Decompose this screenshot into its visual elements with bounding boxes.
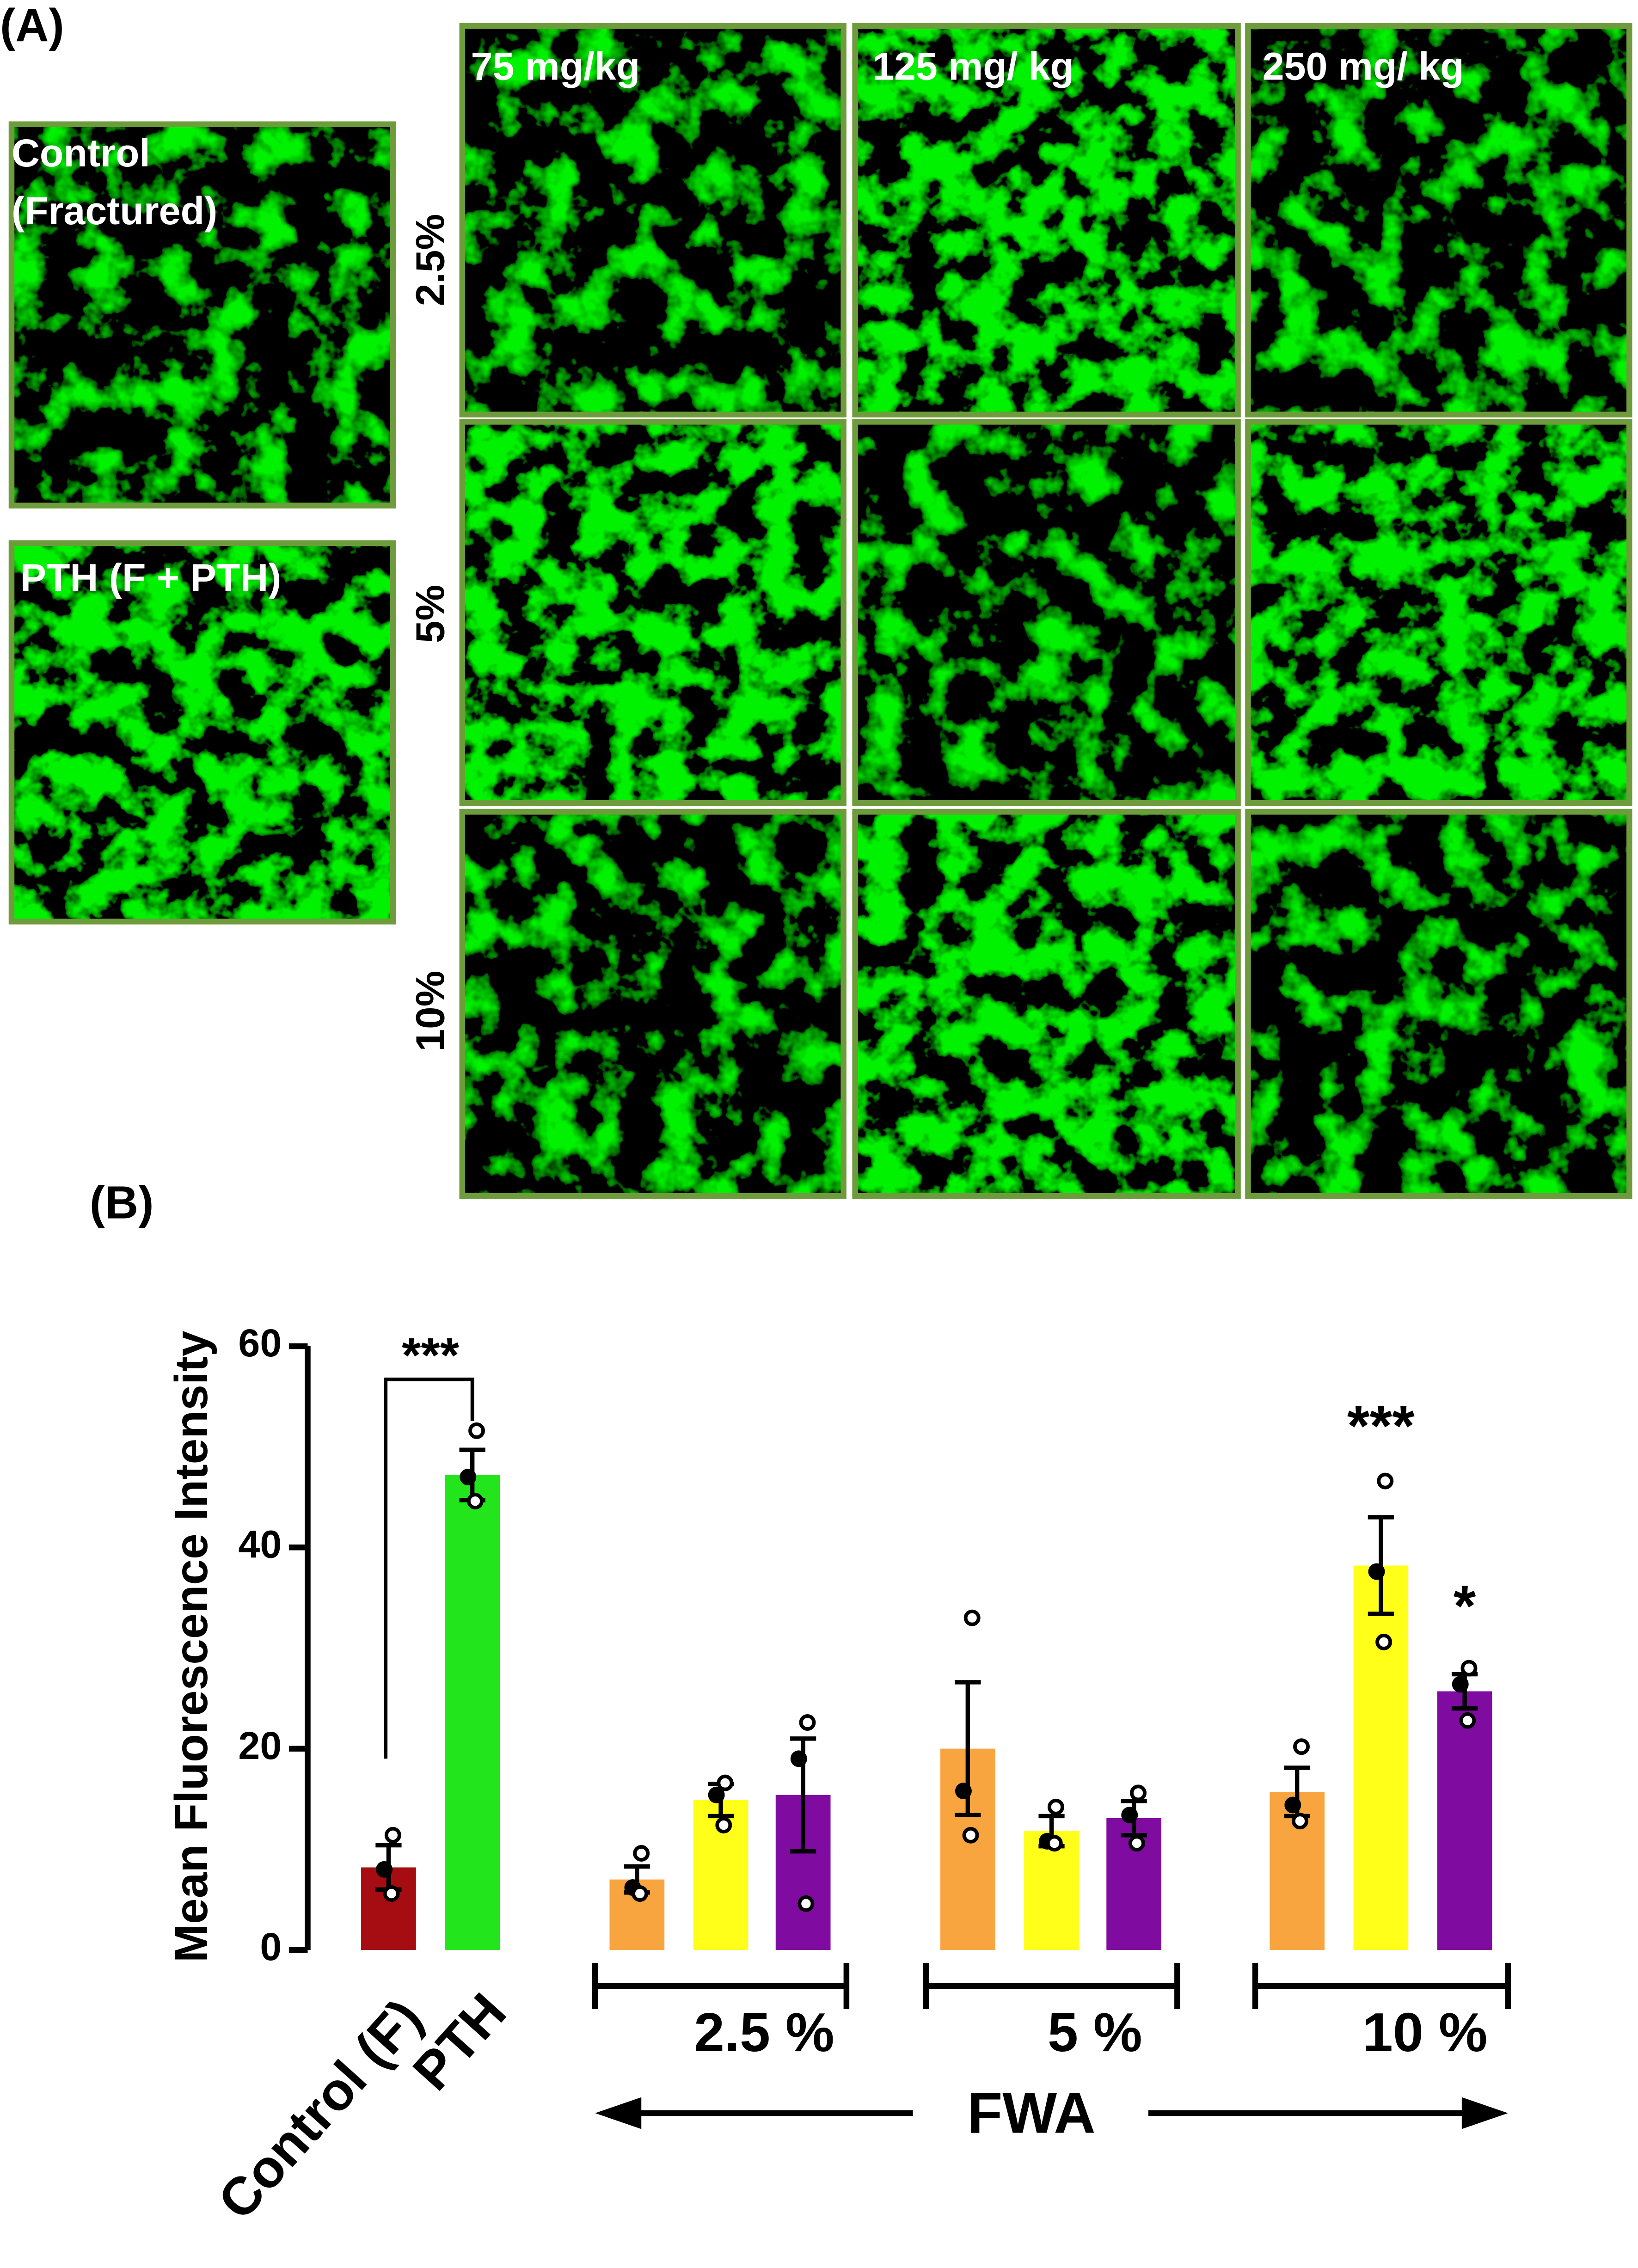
arrow-head [1461,2097,1508,2129]
significance-bracket [384,1377,474,1759]
micrograph-texture [858,815,1235,1193]
micrograph-border [1245,419,1632,806]
row-label: 5% [407,585,453,643]
data-point [383,1885,400,1902]
micrograph-border [459,23,847,418]
micrograph-border [1245,23,1632,418]
micrograph-border [459,419,847,806]
micrograph-texture [1251,815,1627,1193]
micrograph-texture [858,424,1235,800]
data-point [466,1493,484,1510]
data-point [468,1422,485,1439]
data-point [1046,1835,1063,1852]
data-point [717,1774,734,1791]
column-label: 250 mg/ kg [1263,44,1464,88]
data-point [1047,1798,1064,1815]
row-label: 2.5% [407,214,453,306]
micrograph-grid [8,23,1632,1199]
micrograph-texture [14,127,390,503]
micrograph-border [852,23,1241,418]
micrograph-texture [465,29,841,412]
data-point [798,1895,815,1912]
data-point [1375,1633,1393,1650]
data-point [963,1609,981,1626]
significance-label: *** [1347,1394,1415,1459]
y-tick-label: 40 [238,1523,282,1566]
data-point [376,1861,393,1878]
arrow-head [595,2097,642,2129]
data-point [1368,1563,1385,1580]
bar [1353,1565,1409,1950]
data-point [1452,1676,1469,1693]
data-point [715,1817,732,1834]
tile-label: (Fractured) [12,189,217,233]
micrograph-border [852,809,1241,1199]
data-point [1459,1712,1476,1729]
x-tick-label: Control (F) [207,1988,434,2231]
data-point [1128,1835,1145,1852]
y-axis-label: Mean Fluorescence Intensity [166,1330,217,1962]
column-label: 75 mg/kg [471,44,640,88]
data-point [1293,1738,1310,1755]
group-bracket [923,1963,1180,2010]
panel-label: (A) [0,0,64,51]
micrograph-border [1245,809,1632,1199]
bar [445,1475,500,1950]
row-label: 10% [407,971,453,1052]
data-point [708,1786,725,1803]
tile-label: PTH (F + PTH) [20,556,282,599]
y-tick-label: 60 [238,1321,282,1365]
significance-label: * [1454,1574,1476,1638]
bar [1437,1691,1492,1950]
group-label: 5 % [1048,2002,1142,2063]
group-label: 10 % [1362,2002,1488,2063]
data-point [1460,1660,1478,1677]
group-title: FWA [967,2081,1096,2145]
x-tick-label: PTH [402,1982,518,2102]
micrograph-border [8,121,396,509]
y-tick-label: 20 [238,1724,282,1767]
data-point [632,1885,649,1902]
data-point [633,1845,650,1862]
data-point [1377,1472,1394,1490]
y-tick-label: 0 [260,1925,282,1968]
data-point [1291,1813,1308,1830]
data-point [799,1714,816,1731]
data-point [962,1827,979,1844]
group-bracket [592,1963,850,2010]
group-label: 2.5 % [694,2002,834,2063]
data-point [460,1468,477,1485]
micrograph-border [8,540,396,925]
micrograph-texture [1251,29,1627,412]
data-point [1284,1796,1301,1814]
micrograph-texture [14,546,390,919]
data-point [384,1827,401,1844]
micrograph-texture [858,29,1235,412]
data-point [955,1783,972,1799]
micrograph-border [459,809,847,1199]
group-bracket [1252,1963,1511,2010]
data-point [1130,1784,1147,1802]
tile-label: Control [12,131,150,175]
micrograph-texture [465,815,841,1193]
micrograph-texture [465,424,841,800]
data-point [790,1750,807,1767]
column-label: 125 mg/ kg [872,44,1074,88]
micrograph-texture [1251,424,1627,800]
data-point [1121,1807,1138,1824]
significance-label: *** [402,1328,460,1383]
panel-label: (B) [90,1177,154,1228]
micrograph-border [852,419,1241,806]
